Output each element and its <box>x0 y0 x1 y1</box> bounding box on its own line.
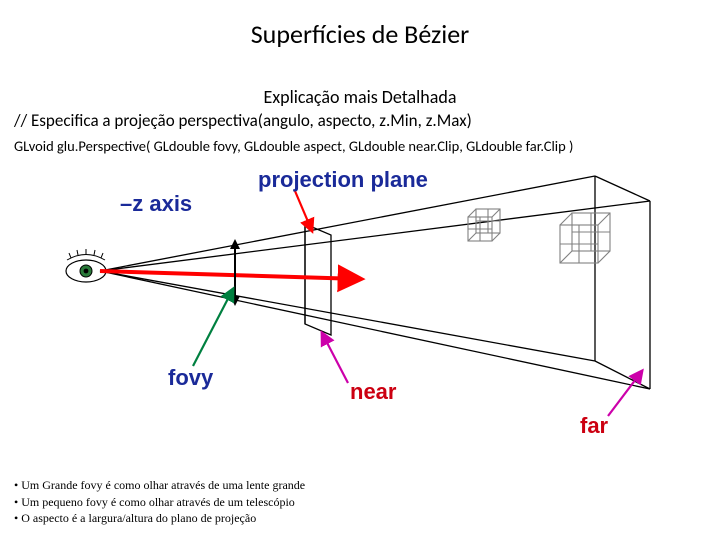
eye-icon <box>66 249 106 282</box>
footnotes: Um Grande fovy é como olhar através de u… <box>14 477 305 526</box>
far-arrow <box>608 371 642 416</box>
label-fovy: fovy <box>168 365 213 391</box>
near-arrow <box>322 333 348 383</box>
page-title: Superfícies de Bézier <box>0 0 720 50</box>
label-near: near <box>350 379 396 405</box>
comment-line: // Especifica a projeção perspectiva(ang… <box>0 110 720 131</box>
label-z-axis: –z axis <box>120 191 192 217</box>
label-projection-plane: projection plane <box>258 167 428 193</box>
code-line: GLvoid glu.Perspective( GLdouble fovy, G… <box>0 137 720 155</box>
bullet-item: O aspecto é a largura/altura do plano de… <box>14 510 305 526</box>
frustum-diagram: –z axis projection plane fovy near far <box>0 161 720 441</box>
cube-far <box>560 213 610 263</box>
fovy-arrow <box>193 289 233 366</box>
bullet-item: Um pequeno fovy é como olhar através de … <box>14 494 305 510</box>
bullet-item: Um Grande fovy é como olhar através de u… <box>14 477 305 493</box>
projection-plane-arrow <box>295 191 312 231</box>
frustum-edge <box>100 271 595 361</box>
cube-near <box>468 209 500 241</box>
subtitle: Explicação mais Detalhada <box>0 86 720 108</box>
label-far: far <box>580 413 608 439</box>
